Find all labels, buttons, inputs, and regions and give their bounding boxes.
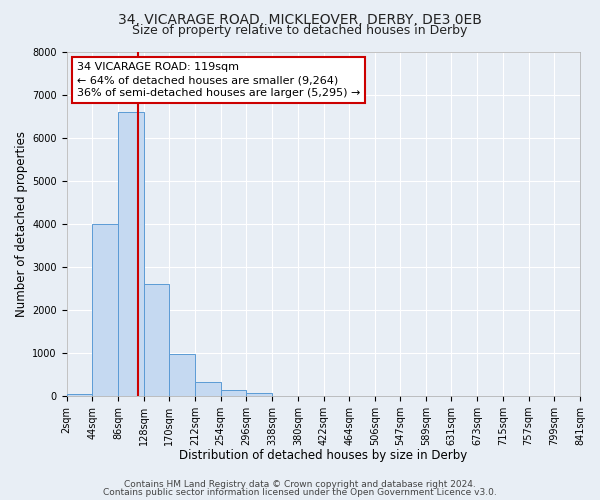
Bar bbox=[195, 382, 221, 396]
Text: 34 VICARAGE ROAD: 119sqm
← 64% of detached houses are smaller (9,264)
36% of sem: 34 VICARAGE ROAD: 119sqm ← 64% of detach… bbox=[77, 62, 360, 98]
Text: Size of property relative to detached houses in Derby: Size of property relative to detached ho… bbox=[133, 24, 467, 37]
Text: Contains public sector information licensed under the Open Government Licence v3: Contains public sector information licen… bbox=[103, 488, 497, 497]
Bar bbox=[118, 112, 143, 396]
Bar bbox=[92, 224, 118, 396]
Bar bbox=[67, 394, 92, 396]
Text: Contains HM Land Registry data © Crown copyright and database right 2024.: Contains HM Land Registry data © Crown c… bbox=[124, 480, 476, 489]
Bar bbox=[221, 390, 247, 396]
Bar bbox=[169, 354, 195, 396]
Bar bbox=[247, 393, 272, 396]
X-axis label: Distribution of detached houses by size in Derby: Distribution of detached houses by size … bbox=[179, 450, 467, 462]
Y-axis label: Number of detached properties: Number of detached properties bbox=[15, 131, 28, 317]
Text: 34, VICARAGE ROAD, MICKLEOVER, DERBY, DE3 0EB: 34, VICARAGE ROAD, MICKLEOVER, DERBY, DE… bbox=[118, 12, 482, 26]
Bar bbox=[143, 284, 169, 396]
